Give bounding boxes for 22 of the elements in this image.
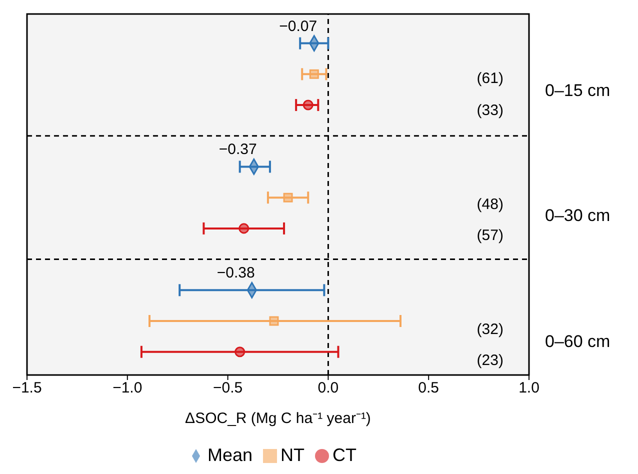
legend-label: Mean bbox=[207, 445, 253, 465]
legend-label: NT bbox=[280, 445, 305, 465]
legend-label: CT bbox=[332, 445, 357, 465]
text: 0–30 cm bbox=[545, 206, 610, 226]
x-tick-label: −1.5 bbox=[12, 380, 42, 397]
data-label: −0.37 bbox=[218, 141, 257, 158]
x-tick-label: 1.0 bbox=[518, 380, 540, 397]
annotation: (61) bbox=[476, 70, 504, 88]
annotation: (23) bbox=[476, 352, 504, 370]
text: 0–60 cm bbox=[545, 332, 610, 352]
data-label: −0.38 bbox=[216, 264, 255, 282]
x-tick-label: 0.5 bbox=[418, 380, 440, 397]
annotation: (33) bbox=[476, 102, 504, 119]
x-tick-label: −0.5 bbox=[212, 380, 243, 397]
x-tick-label: 0.0 bbox=[318, 380, 339, 397]
annotation: (48) bbox=[476, 196, 504, 213]
text: 0–15 cm bbox=[545, 80, 610, 101]
data-label: −0.07 bbox=[279, 18, 318, 35]
x-axis-title: ΔSOC_R (Mg C ha⁻¹ year⁻¹) bbox=[185, 410, 371, 427]
annotation: (32) bbox=[476, 321, 504, 338]
x-tick-label: −1.0 bbox=[112, 380, 142, 397]
annotation: (57) bbox=[476, 227, 504, 244]
